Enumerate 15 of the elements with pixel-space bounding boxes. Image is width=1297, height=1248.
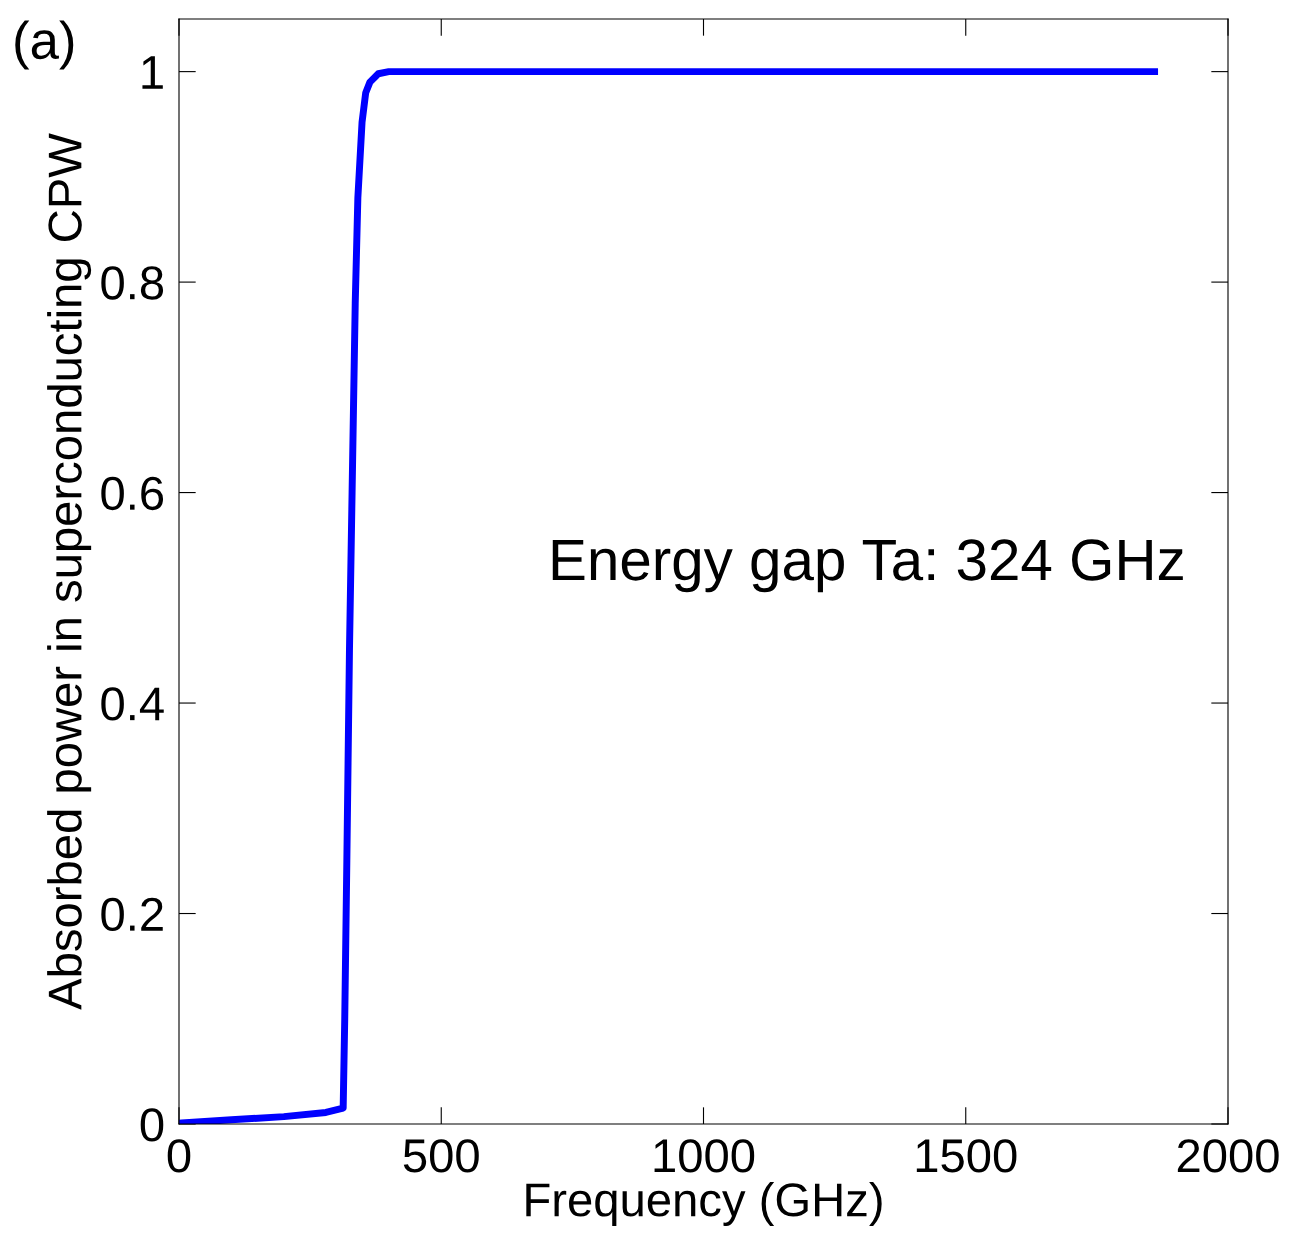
x-tick-label: 500 bbox=[403, 1139, 479, 1173]
y-tick-label: 0.6 bbox=[101, 476, 164, 511]
y-tick-label: 0 bbox=[140, 1108, 164, 1142]
y-tick-label: 1 bbox=[142, 56, 163, 89]
x-tick-label: 2000 bbox=[1177, 1139, 1279, 1173]
text: (a) bbox=[15, 20, 74, 70]
y-axis-title: Absorbed power in superconducting CPW bbox=[47, 133, 92, 1010]
y-tick-label: 0.8 bbox=[101, 266, 164, 300]
x-axis-title: Frequency (GHz) bbox=[526, 1181, 882, 1226]
annotation: Energy gap Ta: 324 GHz bbox=[552, 539, 1183, 593]
x-tick-label: 1000 bbox=[654, 1139, 755, 1173]
x-tick-label: 0 bbox=[167, 1139, 191, 1173]
y-tick-label: 0.4 bbox=[101, 687, 164, 721]
y-tick-label: 0.2 bbox=[101, 897, 163, 932]
x-tick-label: 1500 bbox=[916, 1139, 1017, 1173]
